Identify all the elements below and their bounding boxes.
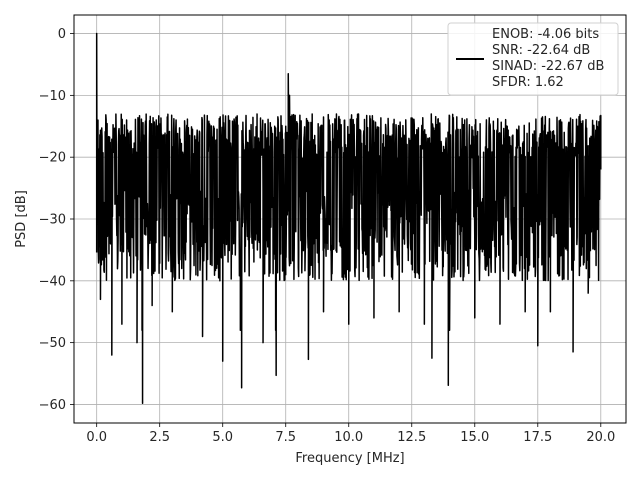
psd-series-line bbox=[95, 32, 602, 404]
y-tick-label: 0 bbox=[58, 27, 66, 42]
y-tick-label: −30 bbox=[39, 213, 66, 228]
x-tick-label: 20.0 bbox=[586, 430, 615, 445]
x-tick-label: 10.0 bbox=[334, 430, 363, 445]
x-axis-label: Frequency [MHz] bbox=[295, 451, 404, 466]
y-tick-label: −50 bbox=[39, 336, 66, 351]
x-tick-label: 12.5 bbox=[397, 430, 426, 445]
x-tick-label: 17.5 bbox=[523, 430, 552, 445]
legend: ENOB: -4.06 bits SNR: -22.64 dB SINAD: -… bbox=[447, 22, 619, 96]
legend-text-sfdr: SFDR: 1.62 bbox=[492, 75, 564, 90]
legend-text-sinad: SINAD: -22.67 dB bbox=[492, 59, 604, 74]
x-tick-label: 5.0 bbox=[212, 430, 233, 445]
y-tick-label: −10 bbox=[39, 89, 66, 104]
legend-box bbox=[447, 22, 619, 96]
legend-text-snr: SNR: -22.64 dB bbox=[492, 43, 590, 58]
y-axis-label: PSD [dB] bbox=[14, 190, 29, 248]
y-tick-label: −60 bbox=[39, 398, 66, 413]
x-axis-ticks: 0.0 2.5 5.0 7.5 10.0 12.5 15.0 17.5 20.0 bbox=[86, 423, 615, 445]
legend-text-enob: ENOB: -4.06 bits bbox=[492, 27, 599, 42]
x-tick-label: 2.5 bbox=[149, 430, 170, 445]
y-axis-ticks: 0 −10 −20 −30 −40 −50 −60 bbox=[39, 27, 74, 413]
series-group bbox=[95, 32, 602, 404]
x-tick-label: 0.0 bbox=[86, 430, 107, 445]
y-tick-label: −40 bbox=[39, 274, 66, 289]
x-tick-label: 7.5 bbox=[275, 430, 296, 445]
x-tick-label: 15.0 bbox=[460, 430, 489, 445]
y-tick-label: −20 bbox=[39, 151, 66, 166]
